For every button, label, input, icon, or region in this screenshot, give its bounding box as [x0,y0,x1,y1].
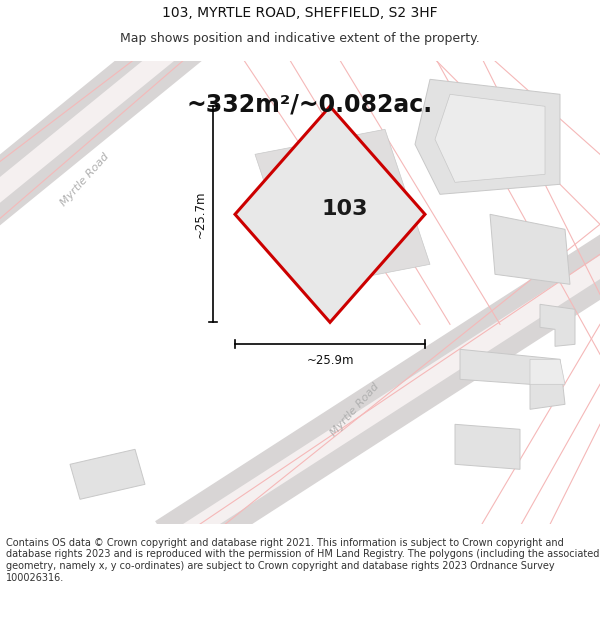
Polygon shape [490,214,570,284]
Polygon shape [164,246,600,552]
Text: 103, MYRTLE ROAD, SHEFFIELD, S2 3HF: 103, MYRTLE ROAD, SHEFFIELD, S2 3HF [162,6,438,20]
Polygon shape [235,106,425,322]
Polygon shape [155,231,600,568]
Polygon shape [435,94,545,182]
Polygon shape [255,129,430,289]
Polygon shape [0,0,247,222]
Polygon shape [460,349,565,409]
Polygon shape [455,424,520,469]
Text: ~332m²/~0.082ac.: ~332m²/~0.082ac. [187,92,433,116]
Polygon shape [540,304,575,346]
Text: Myrtle Road: Myrtle Road [329,381,381,438]
Polygon shape [415,79,560,194]
Polygon shape [70,449,145,499]
Polygon shape [530,359,565,384]
Text: Myrtle Road: Myrtle Road [59,151,111,208]
Polygon shape [0,0,257,236]
Text: ~25.7m: ~25.7m [194,191,207,238]
Text: Contains OS data © Crown copyright and database right 2021. This information is : Contains OS data © Crown copyright and d… [6,538,599,582]
Text: Map shows position and indicative extent of the property.: Map shows position and indicative extent… [120,32,480,45]
Text: 103: 103 [322,199,368,219]
Text: ~25.9m: ~25.9m [306,354,354,367]
